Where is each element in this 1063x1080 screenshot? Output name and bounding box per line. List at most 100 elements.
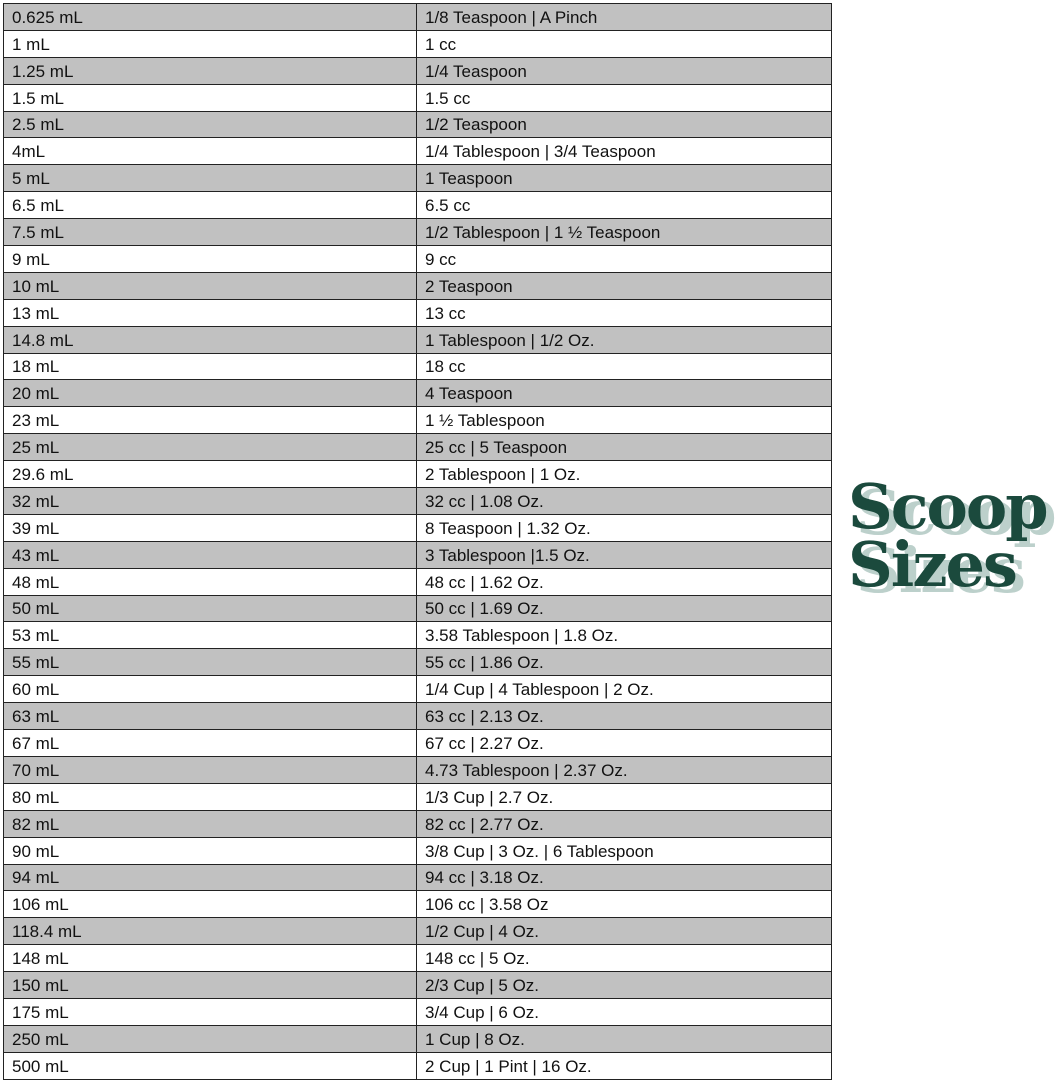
equivalent-cell: 13 cc — [416, 298, 832, 327]
table-row: 175 mL 3/4 Cup | 6 Oz. — [3, 997, 832, 1026]
metric-volume-cell: 500 mL — [3, 1051, 417, 1080]
table-row: 63 mL 63 cc | 2.13 Oz. — [3, 702, 832, 731]
metric-volume-cell: 23 mL — [3, 406, 417, 435]
table-row: 14.8 mL 1 Tablespoon | 1/2 Oz. — [3, 325, 832, 354]
equivalent-cell: 1/8 Teaspoon | A Pinch — [416, 3, 832, 31]
table-row: 90 mL 3/8 Cup | 3 Oz. | 6 Tablespoon — [3, 836, 832, 865]
metric-volume-cell: 150 mL — [3, 971, 417, 999]
equivalent-cell: 82 cc | 2.77 Oz. — [416, 809, 832, 838]
equivalent-cell: 1 ½ Tablespoon — [416, 406, 832, 435]
metric-volume-cell: 82 mL — [3, 809, 417, 838]
metric-volume-cell: 63 mL — [3, 702, 417, 731]
equivalent-cell: 55 cc | 1.86 Oz. — [416, 648, 832, 677]
equivalent-cell: 3.58 Tablespoon | 1.8 Oz. — [416, 621, 832, 650]
table-row: 32 mL 32 cc | 1.08 Oz. — [3, 487, 832, 515]
metric-volume-cell: 10 mL — [3, 271, 417, 300]
metric-volume-cell: 148 mL — [3, 944, 417, 973]
table-row: 50 mL 50 cc | 1.69 Oz. — [3, 594, 832, 623]
table-row: 60 mL 1/4 Cup | 4 Tablespoon | 2 Oz. — [3, 675, 832, 704]
metric-volume-cell: 80 mL — [3, 782, 417, 811]
table-row: 106 mL 106 cc | 3.58 Oz — [3, 890, 832, 919]
equivalent-cell: 18 cc — [416, 352, 832, 381]
equivalent-cell: 1/4 Tablespoon | 3/4 Teaspoon — [416, 137, 832, 166]
metric-volume-cell: 13 mL — [3, 298, 417, 327]
table-row: 70 mL 4.73 Tablespoon | 2.37 Oz. — [3, 755, 832, 784]
equivalent-cell: 1/4 Cup | 4 Tablespoon | 2 Oz. — [416, 675, 832, 704]
table-row: 5 mL 1 Teaspoon — [3, 164, 832, 193]
metric-volume-cell: 7.5 mL — [3, 218, 417, 247]
metric-volume-cell: 94 mL — [3, 863, 417, 892]
equivalent-cell: 6.5 cc — [416, 191, 832, 220]
equivalent-cell: 148 cc | 5 Oz. — [416, 944, 832, 973]
table-row: 20 mL 4 Teaspoon — [3, 379, 832, 408]
table-row: 23 mL 1 ½ Tablespoon — [3, 406, 832, 435]
table-row: 9 mL 9 cc — [3, 245, 832, 273]
equivalent-cell: 48 cc | 1.62 Oz. — [416, 567, 832, 596]
metric-volume-cell: 1 mL — [3, 29, 417, 58]
equivalent-cell: 1 Cup | 8 Oz. — [416, 1024, 832, 1053]
table-row: 67 mL 67 cc | 2.27 Oz. — [3, 729, 832, 757]
table-row: 55 mL 55 cc | 1.86 Oz. — [3, 648, 832, 677]
logo-text-1: Scoop — [848, 470, 1049, 543]
table-row: 10 mL 2 Teaspoon — [3, 271, 832, 300]
metric-volume-cell: 25 mL — [3, 433, 417, 462]
equivalent-cell: 2 Teaspoon — [416, 271, 832, 300]
table-row: 29.6 mL 2 Tablespoon | 1 Oz. — [3, 460, 832, 489]
table-row: 1.5 mL 1.5 cc — [3, 83, 832, 112]
table-row: 1 mL 1 cc — [3, 29, 832, 58]
equivalent-cell: 63 cc | 2.13 Oz. — [416, 702, 832, 731]
metric-volume-cell: 4mL — [3, 137, 417, 166]
table-row: 148 mL 148 cc | 5 Oz. — [3, 944, 832, 973]
equivalent-cell: 1/2 Tablespoon | 1 ½ Teaspoon — [416, 218, 832, 247]
metric-volume-cell: 14.8 mL — [3, 325, 417, 354]
equivalent-cell: 1 cc — [416, 29, 832, 58]
metric-volume-cell: 9 mL — [3, 245, 417, 273]
equivalent-cell: 1.5 cc — [416, 83, 832, 112]
metric-volume-cell: 5 mL — [3, 164, 417, 193]
scoop-size-table: 0.625 mL 1/8 Teaspoon | A Pinch 1 mL 1 cc 1.… — [3, 3, 832, 1080]
equivalent-cell: 2 Tablespoon | 1 Oz. — [416, 460, 832, 489]
equivalent-cell: 3/4 Cup | 6 Oz. — [416, 997, 832, 1026]
equivalent-cell: 4 Teaspoon — [416, 379, 832, 408]
equivalent-cell: 94 cc | 3.18 Oz. — [416, 863, 832, 892]
table-row: 2.5 mL 1/2 Teaspoon — [3, 110, 832, 139]
table-row: 4mL 1/4 Tablespoon | 3/4 Teaspoon — [3, 137, 832, 166]
logo-text-2: Sizes — [848, 528, 1018, 601]
table-row: 43 mL 3 Tablespoon |1.5 Oz. — [3, 540, 832, 569]
metric-volume-cell: 67 mL — [3, 729, 417, 757]
equivalent-cell: 25 cc | 5 Teaspoon — [416, 433, 832, 462]
metric-volume-cell: 106 mL — [3, 890, 417, 919]
metric-volume-cell: 20 mL — [3, 379, 417, 408]
table-row: 500 mL 2 Cup | 1 Pint | 16 Oz. — [3, 1051, 832, 1080]
metric-volume-cell: 250 mL — [3, 1024, 417, 1053]
metric-volume-cell: 175 mL — [3, 997, 417, 1026]
equivalent-cell: 3/8 Cup | 3 Oz. | 6 Tablespoon — [416, 836, 832, 865]
metric-volume-cell: 53 mL — [3, 621, 417, 650]
scoop-sizes-logo: Scoop Sizes — [848, 470, 1058, 601]
metric-volume-cell: 29.6 mL — [3, 460, 417, 489]
metric-volume-cell: 60 mL — [3, 675, 417, 704]
table-row: 150 mL 2/3 Cup | 5 Oz. — [3, 971, 832, 999]
equivalent-cell: 4.73 Tablespoon | 2.37 Oz. — [416, 755, 832, 784]
metric-volume-cell: 6.5 mL — [3, 191, 417, 220]
metric-volume-cell: 1.5 mL — [3, 83, 417, 112]
metric-volume-cell: 1.25 mL — [3, 56, 417, 85]
table-row: 94 mL 94 cc | 3.18 Oz. — [3, 863, 832, 892]
equivalent-cell: 2 Cup | 1 Pint | 16 Oz. — [416, 1051, 832, 1080]
equivalent-cell: 32 cc | 1.08 Oz. — [416, 487, 832, 515]
equivalent-cell: 1 Teaspoon — [416, 164, 832, 193]
equivalent-cell: 1/3 Cup | 2.7 Oz. — [416, 782, 832, 811]
equivalent-cell: 1/2 Cup | 4 Oz. — [416, 917, 832, 946]
table-row: 18 mL 18 cc — [3, 352, 832, 381]
equivalent-cell: 2/3 Cup | 5 Oz. — [416, 971, 832, 999]
table-row: 250 mL 1 Cup | 8 Oz. — [3, 1024, 832, 1053]
equivalent-cell: 50 cc | 1.69 Oz. — [416, 594, 832, 623]
metric-volume-cell: 0.625 mL — [3, 3, 417, 31]
equivalent-cell: 1 Tablespoon | 1/2 Oz. — [416, 325, 832, 354]
table-row: 7.5 mL 1/2 Tablespoon | 1 ½ Teaspoon — [3, 218, 832, 247]
table-row: 118.4 mL 1/2 Cup | 4 Oz. — [3, 917, 832, 946]
table-row: 1.25 mL 1/4 Teaspoon — [3, 56, 832, 85]
table-row: 80 mL 1/3 Cup | 2.7 Oz. — [3, 782, 832, 811]
equivalent-cell: 9 cc — [416, 245, 832, 273]
table-row: 48 mL 48 cc | 1.62 Oz. — [3, 567, 832, 596]
